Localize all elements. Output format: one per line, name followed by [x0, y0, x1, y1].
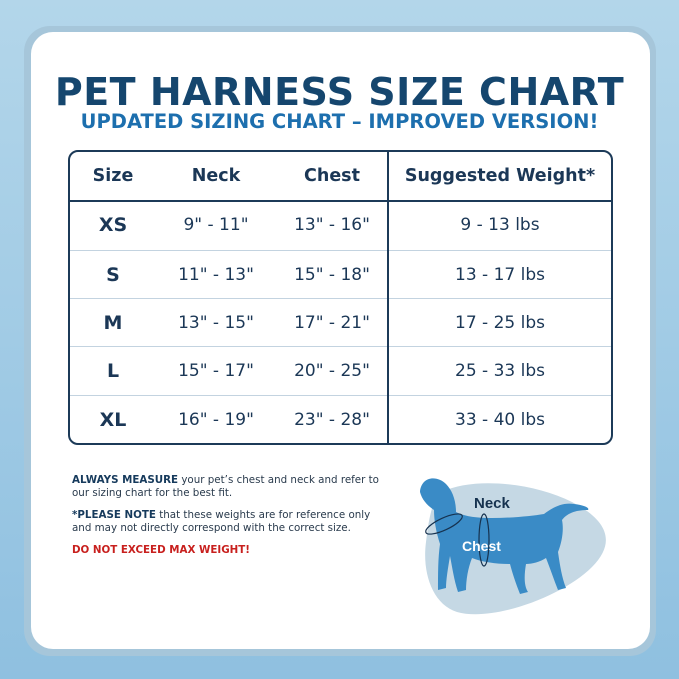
weight-warning: DO NOT EXCEED MAX WEIGHT!: [72, 544, 250, 556]
neck-cell: 11" - 13": [178, 265, 254, 285]
chest-cell: 17" - 21": [294, 313, 370, 333]
chest-cell: 23" - 28": [294, 410, 370, 430]
table-row: XL 16" - 19" 23" - 28" 33 - 40 lbs: [70, 395, 611, 443]
chest-cell: 13" - 16": [294, 215, 370, 235]
notes: ALWAYS MEASURE your pet’s chest and neck…: [72, 474, 392, 566]
header-weight: Suggested Weight*: [404, 166, 596, 186]
dog-measurement-diagram: Neck Chest: [420, 478, 606, 615]
weight-cell: 9 - 13 lbs: [460, 215, 540, 235]
header-chest: Chest: [304, 166, 360, 186]
table-row: L 15" - 17" 20" - 25" 25 - 33 lbs: [70, 346, 611, 395]
reference-note-text: that these weights are for reference onl…: [72, 509, 371, 534]
neck-cell: 15" - 17": [178, 361, 254, 381]
table-header-row: Size Neck Chest Suggested Weight*: [70, 152, 611, 202]
chest-label: Chest: [462, 538, 501, 554]
page-title: PET HARNESS SIZE CHART: [54, 70, 625, 114]
neck-cell: 16" - 19": [178, 410, 254, 430]
neck-cell: 13" - 15": [178, 313, 254, 333]
size-cell: S: [106, 264, 120, 286]
weight-cell: 25 - 33 lbs: [455, 361, 545, 381]
reference-note-bold: *PLEASE NOTE: [72, 509, 156, 521]
header-size: Size: [92, 166, 134, 186]
page-subtitle: UPDATED SIZING CHART – IMPROVED VERSION!: [80, 110, 599, 133]
size-cell: XS: [98, 214, 128, 236]
weight-cell: 13 - 17 lbs: [455, 265, 545, 285]
neck-cell: 9" - 11": [183, 215, 249, 235]
reference-note: *PLEASE NOTE that these weights are for …: [72, 509, 392, 535]
measure-note-bold: ALWAYS MEASURE: [72, 474, 179, 486]
neck-label: Neck: [474, 495, 511, 512]
neck-measure-ring: [425, 513, 463, 535]
size-cell: L: [106, 360, 120, 382]
size-table: Size Neck Chest Suggested Weight* XS 9" …: [68, 150, 613, 445]
table-row: XS 9" - 11" 13" - 16" 9 - 13 lbs: [70, 201, 611, 249]
dog-silhouette-icon: [420, 478, 589, 594]
header-neck: Neck: [191, 166, 241, 186]
table-row: S 11" - 13" 15" - 18" 13 - 17 lbs: [70, 250, 611, 299]
measure-note: ALWAYS MEASURE your pet’s chest and neck…: [72, 474, 392, 500]
weight-cell: 17 - 25 lbs: [455, 313, 545, 333]
size-cell: M: [103, 312, 123, 334]
weight-cell: 33 - 40 lbs: [455, 410, 545, 430]
measure-note-text: your pet’s chest and neck and refer to o…: [72, 474, 379, 499]
chest-measure-ring: [478, 513, 490, 567]
size-cell: XL: [99, 409, 127, 431]
column-divider: [387, 152, 389, 443]
table-row: M 13" - 15" 17" - 21" 17 - 25 lbs: [70, 298, 611, 347]
chest-cell: 20" - 25": [294, 361, 370, 381]
chest-cell: 15" - 18": [294, 265, 370, 285]
